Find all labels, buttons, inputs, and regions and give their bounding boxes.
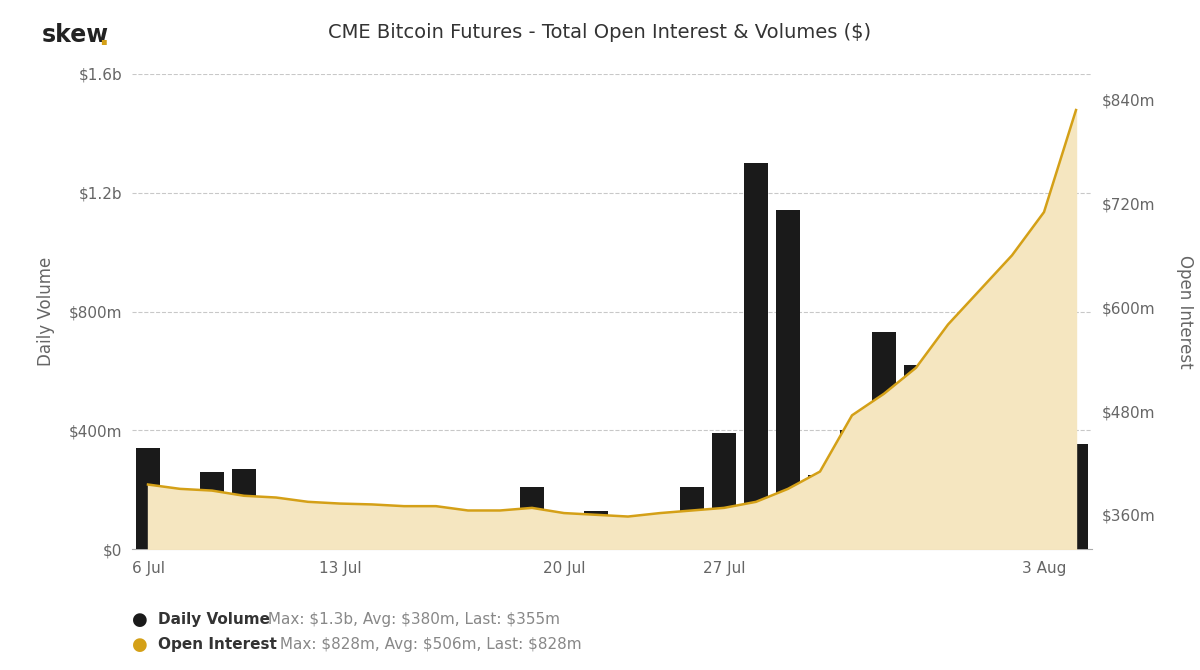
Bar: [520, 487, 544, 549]
Bar: [872, 332, 896, 549]
Bar: [200, 472, 224, 549]
Bar: [744, 163, 768, 549]
Bar: [232, 469, 256, 549]
Bar: [424, 511, 448, 549]
Bar: [968, 368, 992, 549]
Text: Max: $828m, Avg: $506m, Last: $828m: Max: $828m, Avg: $506m, Last: $828m: [275, 637, 582, 652]
Text: .: .: [98, 23, 109, 52]
Bar: [616, 518, 640, 549]
Bar: [552, 535, 576, 549]
Text: Max: $1.3b, Avg: $380m, Last: $355m: Max: $1.3b, Avg: $380m, Last: $355m: [263, 612, 559, 627]
Bar: [936, 377, 960, 549]
Text: skew: skew: [42, 23, 109, 48]
Bar: [1000, 383, 1024, 549]
Text: CME Bitcoin Futures - Total Open Interest & Volumes ($): CME Bitcoin Futures - Total Open Interes…: [329, 23, 871, 42]
Bar: [360, 525, 384, 549]
Bar: [648, 531, 672, 549]
Bar: [584, 511, 608, 549]
Bar: [904, 365, 928, 549]
Bar: [776, 210, 800, 549]
Bar: [328, 520, 352, 549]
Bar: [1064, 444, 1088, 549]
Bar: [488, 525, 512, 549]
Bar: [392, 535, 416, 549]
Bar: [712, 433, 736, 549]
Text: ●: ●: [132, 636, 148, 653]
Y-axis label: Open Interest: Open Interest: [1176, 255, 1194, 368]
Text: Open Interest: Open Interest: [158, 637, 277, 652]
Text: Daily Volume: Daily Volume: [158, 612, 270, 627]
Bar: [168, 514, 192, 549]
Text: ●: ●: [132, 611, 148, 628]
Bar: [264, 523, 288, 549]
Bar: [296, 518, 320, 549]
Bar: [136, 448, 160, 549]
Bar: [456, 518, 480, 549]
Bar: [840, 430, 864, 549]
Y-axis label: Daily Volume: Daily Volume: [37, 257, 55, 366]
Bar: [808, 475, 832, 549]
Bar: [1032, 377, 1056, 549]
Bar: [680, 487, 704, 549]
